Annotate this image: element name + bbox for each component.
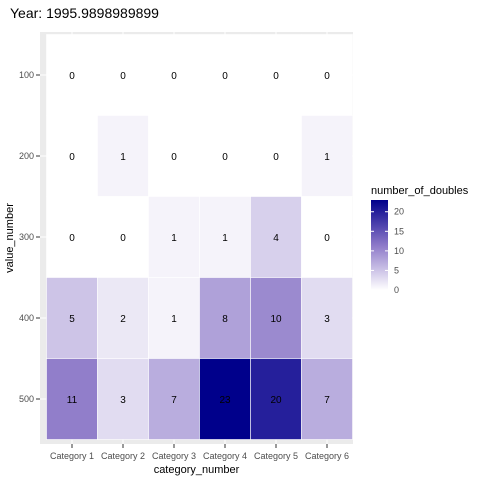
cell-value-label: 0 bbox=[120, 233, 126, 244]
y-axis-title: value_number bbox=[4, 203, 16, 273]
cell-value-label: 0 bbox=[273, 152, 279, 163]
y-axis-ticks: 100 200 300 400 500 bbox=[19, 70, 40, 404]
cell-value-label: 1 bbox=[171, 314, 177, 325]
cell-value-label: 0 bbox=[69, 71, 75, 82]
heatmap-cell bbox=[301, 277, 353, 359]
legend-ticks: 0 5 10 15 20 bbox=[371, 207, 404, 295]
heatmap-cell bbox=[148, 34, 200, 116]
cell-value-label: 5 bbox=[69, 314, 75, 325]
legend-tick-label: 15 bbox=[394, 226, 404, 236]
heatmap-cell bbox=[250, 34, 302, 116]
color-legend: number_of_doubles 0 5 10 15 20 bbox=[371, 185, 469, 295]
cell-value-label: 7 bbox=[171, 395, 177, 406]
heatmap-cell bbox=[250, 358, 302, 440]
cell-value-label: 2 bbox=[120, 314, 126, 325]
heatmap-cell bbox=[148, 277, 200, 359]
cell-value-label: 1 bbox=[324, 152, 330, 163]
legend-title: number_of_doubles bbox=[371, 185, 469, 197]
cell-value-label: 0 bbox=[324, 71, 330, 82]
cell-value-label: 0 bbox=[120, 71, 126, 82]
heatmap-cell bbox=[250, 277, 302, 359]
heatmap-cells bbox=[46, 34, 353, 440]
heatmap-cell bbox=[97, 115, 149, 197]
cell-value-label: 0 bbox=[324, 233, 330, 244]
cell-value-label: 0 bbox=[222, 152, 228, 163]
cell-value-label: 3 bbox=[324, 314, 330, 325]
cell-value-label: 0 bbox=[222, 71, 228, 82]
x-tick-label: Category 4 bbox=[203, 451, 247, 461]
heatmap-cell bbox=[46, 277, 98, 359]
heatmap-cell bbox=[148, 358, 200, 440]
heatmap-cell bbox=[148, 115, 200, 197]
legend-color-bar bbox=[371, 200, 388, 290]
heatmap-cell bbox=[46, 358, 98, 440]
x-axis-title: category_number bbox=[154, 464, 240, 476]
y-tick-label: 500 bbox=[19, 394, 34, 404]
heatmap-cell bbox=[301, 358, 353, 440]
chart-title: Year: 1995.9898989899 bbox=[10, 5, 159, 21]
heatmap-cell bbox=[199, 196, 251, 278]
heatmap-cell bbox=[301, 34, 353, 116]
heatmap-cell bbox=[199, 358, 251, 440]
x-tick-label: Category 2 bbox=[101, 451, 145, 461]
cell-value-label: 4 bbox=[273, 233, 279, 244]
x-tick-label: Category 6 bbox=[305, 451, 349, 461]
cell-value-label: 1 bbox=[222, 233, 228, 244]
legend-tick-label: 5 bbox=[394, 265, 399, 275]
legend-tick-label: 0 bbox=[394, 285, 399, 295]
heatmap-cell bbox=[97, 358, 149, 440]
heatmap-cell bbox=[301, 196, 353, 278]
cell-value-label: 1 bbox=[120, 152, 126, 163]
cell-labels: 0 0 0 0 0 00 1 0 0 0 10 0 1 1 4 05 2 1 8 10 311 3 7 23 20 7 bbox=[67, 71, 330, 406]
y-tick-label: 400 bbox=[19, 313, 34, 323]
heatmap-cell bbox=[46, 115, 98, 197]
cell-value-label: 0 bbox=[171, 71, 177, 82]
cell-value-label: 11 bbox=[67, 395, 78, 406]
legend-tick-label: 10 bbox=[394, 246, 404, 256]
x-tick-label: Category 3 bbox=[152, 451, 196, 461]
legend-tick-label: 20 bbox=[394, 207, 404, 217]
cell-value-label: 8 bbox=[222, 314, 228, 325]
cell-value-label: 23 bbox=[219, 395, 231, 406]
x-tick-label: Category 1 bbox=[50, 451, 94, 461]
x-axis-ticks: Category 1 Category 2 Category 3 Category 4… bbox=[50, 444, 349, 461]
cell-value-label: 0 bbox=[273, 71, 279, 82]
cell-value-label: 0 bbox=[69, 152, 75, 163]
cell-value-label: 0 bbox=[69, 233, 75, 244]
y-tick-label: 200 bbox=[19, 151, 34, 161]
cell-value-label: 10 bbox=[270, 314, 282, 325]
y-tick-label: 100 bbox=[19, 70, 34, 80]
cell-value-label: 7 bbox=[324, 395, 330, 406]
heatmap-cell bbox=[301, 115, 353, 197]
cell-value-label: 0 bbox=[171, 152, 177, 163]
x-tick-label: Category 5 bbox=[254, 451, 298, 461]
cell-value-label: 1 bbox=[171, 233, 177, 244]
y-tick-label: 300 bbox=[19, 232, 34, 242]
heatmap-cell bbox=[199, 115, 251, 197]
cell-value-label: 3 bbox=[120, 395, 126, 406]
heatmap-cell bbox=[250, 115, 302, 197]
heatmap-cell bbox=[148, 196, 200, 278]
heatmap-cell bbox=[199, 277, 251, 359]
heatmap-cell bbox=[97, 277, 149, 359]
cell-value-label: 20 bbox=[270, 395, 282, 406]
